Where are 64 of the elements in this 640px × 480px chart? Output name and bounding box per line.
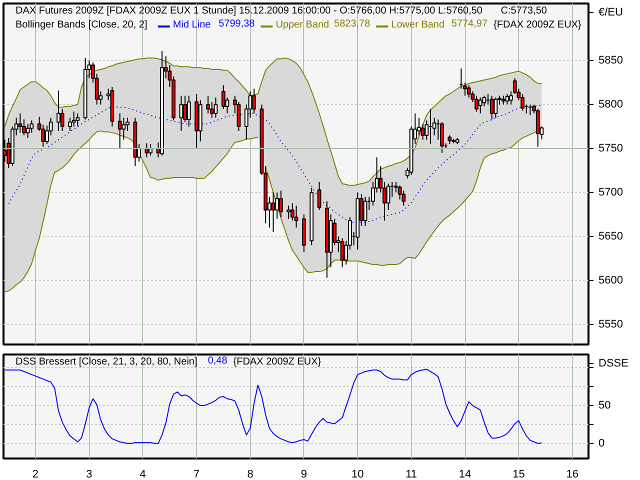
candlestick [221,84,226,110]
x-tick-label: 14 [458,468,472,480]
candlestick [271,192,276,233]
chart-title: DAX Futures 2009Z [FDAX 2009Z EUX 1 Stunde] 15.12.2009 16:00:00 - O:5766,00 H:5775,00 L:5760,50 [16,6,483,16]
candlestick [317,181,322,211]
annotation: 5823,78 [334,18,371,30]
legend-label: Lower Band [391,20,445,30]
candlestick [26,123,30,138]
x-tick-label: 4 [140,468,146,480]
x-tick-label: 10 [352,468,364,480]
y-tick-label: 5600 [598,274,623,286]
y-tick-label: 5550 [598,318,623,330]
y-tick-label: 5850 [598,54,623,67]
y-tick-label: 50 [598,400,611,412]
y-tick-label: 0 [598,437,605,450]
candlestick [186,95,191,128]
candlestick [494,97,498,118]
candlestick [72,111,76,128]
candlestick [56,90,60,132]
x-tick-label: 8 [247,468,254,480]
candlestick [478,97,482,114]
candlestick [490,95,494,120]
y-axis-title: DSSE [598,358,628,370]
candlestick [286,205,291,220]
candlestick [179,95,184,132]
annotation: 5774,97 [451,18,488,30]
candlestick [536,108,540,148]
annotation: 0,48 [208,356,228,366]
x-tick-label: 9 [300,468,308,480]
x-tick-label: 7 [194,468,200,480]
x-tick-label: 15 [512,468,525,480]
annotation: {FDAX 2009Z EUX} [233,356,322,368]
annotation: C:5773,50 [500,6,548,16]
candlestick [294,205,298,228]
y-tick-label: 5750 [598,142,623,155]
candlestick [278,190,283,218]
candlestick [363,196,368,226]
candlestick [440,122,444,154]
y-tick-label: 5650 [598,230,623,242]
x-tick-label: 16 [566,468,579,480]
legend-label: Upper Band [276,20,330,30]
x-tick-label: 3 [86,468,92,480]
candlestick [118,112,122,150]
y-tick-label: 5700 [598,186,623,198]
x-tick-label: 11 [406,468,418,480]
candlestick [252,88,256,114]
candlestick [76,112,80,128]
y-tick-label: 5800 [598,98,623,111]
candlestick [466,84,471,98]
annotation: {FDAX 2009Z EUX} [494,20,582,30]
candlestick [505,94,510,106]
candlestick [206,95,210,114]
x-tick-label: 2 [32,468,39,480]
candlestick [474,95,478,112]
line-series [4,368,542,444]
candlestick [340,238,344,268]
candlestick [18,112,22,134]
annotation: 5799,38 [218,18,256,30]
legend-label: Mid Line [172,20,212,30]
series-label: DSS Bressert [Close, 21, 3, 20, 80, Nein] [16,356,198,368]
candlestick [214,97,218,118]
y-axis-title: €/EU [598,6,624,18]
text: Bollinger Bands [Close, 20, 2] [16,20,148,30]
line-series [4,57,542,186]
